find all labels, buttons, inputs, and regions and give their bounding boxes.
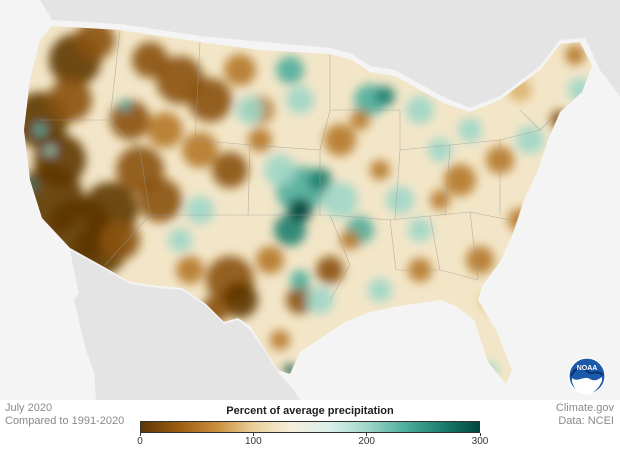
caption-data-source: Data: NCEI [558, 415, 614, 427]
precip-anomaly-patch [368, 278, 392, 302]
precipitation-map [24, 0, 620, 400]
precip-anomaly-patch [34, 134, 86, 186]
precip-anomaly-patch [340, 230, 360, 250]
precip-anomaly-patch [406, 96, 434, 124]
precip-anomaly-patch [248, 128, 272, 152]
precip-anomaly-patch [168, 228, 192, 252]
legend-tickmark [139, 433, 141, 436]
precip-anomaly-patch [212, 152, 248, 188]
surrounding-land [40, 0, 620, 400]
legend-tickmark [366, 433, 368, 436]
legend-tick-300: 300 [471, 436, 489, 447]
precip-anomaly-patch [236, 96, 264, 124]
precip-anomaly-patch [306, 286, 334, 314]
precip-anomaly-patch [147, 112, 183, 148]
legend-colorbar [140, 421, 480, 433]
precip-anomaly-patch [458, 118, 482, 142]
precip-anomaly-patch [176, 256, 204, 284]
precip-anomaly-patch [256, 246, 284, 274]
precip-anomaly-patch [508, 208, 532, 232]
precip-anomaly-patch [370, 160, 390, 180]
precip-anomaly-patch [466, 246, 494, 274]
precip-anomaly-patch [182, 132, 218, 168]
precip-anomaly-patch [188, 78, 232, 122]
precip-anomaly-patch [224, 54, 256, 86]
precip-anomaly-patch [45, 145, 55, 155]
precip-anomaly-patch [444, 164, 476, 196]
precip-anomaly-patch [565, 45, 585, 65]
precip-anomaly-patch [284, 364, 296, 376]
precip-anomaly-patch [550, 110, 570, 130]
precip-anomaly-patch [386, 186, 414, 214]
precip-anomaly-patch [428, 138, 452, 162]
precip-anomaly-patch [222, 282, 258, 318]
noaa-logo-text: NOAA [577, 365, 598, 372]
precip-anomaly-patch [75, 26, 115, 60]
legend-tickmark [252, 433, 254, 436]
legend-tick-100: 100 [244, 436, 262, 447]
precip-anomaly-patch [375, 86, 395, 106]
precip-anomaly-patch [34, 124, 46, 136]
precip-anomaly-patch [100, 220, 140, 260]
precip-anomaly-patch [264, 154, 296, 186]
precip-anomaly-patch [324, 124, 356, 156]
noaa-logo: NOAA [568, 357, 606, 395]
precip-anomaly-patch [27, 180, 37, 190]
precip-anomaly-patch [48, 78, 92, 122]
legend-tickmark [479, 433, 481, 436]
precip-anomaly-patch [288, 198, 312, 222]
precip-anomaly-patch [286, 86, 314, 114]
precip-anomaly-patch [286, 286, 314, 314]
precip-anomaly-patch [430, 190, 450, 210]
map-area [0, 0, 620, 400]
caption-credit: Climate.gov [555, 402, 614, 414]
caption-date: July 2020 [5, 402, 53, 414]
precip-anomaly-patch [138, 178, 182, 222]
caption-left: July 2020 Compared to 1991-2020 [5, 402, 124, 428]
precip-anomaly-patch [274, 214, 306, 246]
caption-comparison: Compared to 1991-2020 [5, 415, 125, 427]
precip-anomaly-patch [568, 78, 592, 102]
legend-tick-200: 200 [358, 436, 375, 447]
precip-anomaly-patch [408, 218, 432, 242]
precip-anomaly-patch [276, 56, 304, 84]
legend-tick-0: 0 [137, 436, 143, 447]
precip-anomaly-patch [290, 270, 310, 290]
precip-anomaly-patch [350, 110, 370, 130]
precip-anomaly-patch [270, 330, 290, 350]
precip-anomaly-patch [482, 362, 498, 378]
precip-anomaly-patch [119, 99, 131, 111]
precip-anomaly-patch [186, 196, 214, 224]
precip-anomaly-patch [132, 42, 168, 78]
legend-title: Percent of average precipitation [226, 405, 394, 417]
precip-anomaly-patch [322, 182, 358, 218]
caption-right: Climate.gov Data: NCEI [556, 402, 614, 428]
precip-anomaly-patch [516, 126, 544, 154]
precip-anomaly-patch [480, 290, 500, 310]
precip-anomaly-patch [316, 256, 344, 284]
